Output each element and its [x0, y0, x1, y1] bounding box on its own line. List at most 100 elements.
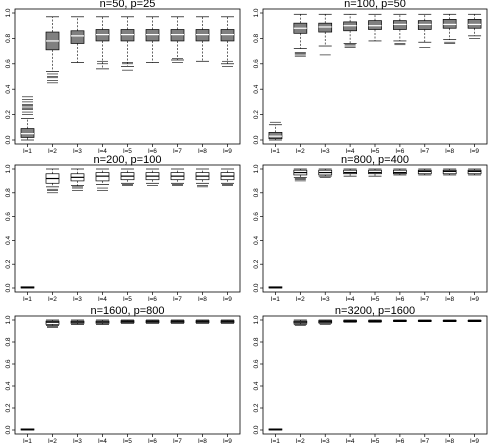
x-tick-label: l=9: [470, 296, 479, 303]
box-l=8: [195, 319, 210, 324]
box-l=8: [195, 168, 210, 188]
box-l=9: [220, 319, 235, 324]
x-tick-label: l=7: [420, 148, 429, 155]
chart-panel-4: n=800, p=400 0.0 0.2 0.4 0.6 0.8 1.0 l=1 l=2 l=3 l…: [253, 154, 488, 303]
x-tick-label: l=3: [73, 438, 82, 443]
x-tick-label: l=9: [470, 438, 479, 443]
box-l=7: [170, 16, 185, 63]
x-tick-label: l=7: [173, 148, 182, 155]
box-l=3: [318, 13, 333, 56]
box-l=2: [293, 168, 308, 182]
box-body: [343, 21, 357, 32]
box-l=5: [368, 13, 382, 42]
x-tick-label: l=4: [98, 296, 107, 303]
box-l=3: [318, 168, 333, 178]
plot-frame: [14, 315, 241, 435]
y-tick-label: 0.6: [253, 212, 260, 221]
y-tick-label: 0.0: [5, 135, 12, 144]
x-tick-label: l=1: [271, 438, 280, 443]
box-l=7: [417, 168, 432, 176]
box-l=7: [417, 13, 432, 48]
box-body: [318, 22, 333, 33]
box-l=4: [95, 319, 110, 325]
box-l=3: [70, 168, 85, 191]
y-tick-label: 0.6: [253, 59, 260, 68]
box-l=7: [170, 168, 185, 186]
box-l=8: [442, 168, 457, 176]
x-tick-label: l=2: [296, 296, 305, 303]
y-tick-label: 0.2: [253, 110, 260, 119]
x-tick-label: l=9: [223, 438, 232, 443]
y-tick-label: 0.8: [5, 34, 12, 43]
y-tick-label: 0.4: [253, 84, 260, 93]
x-tick-label: l=5: [123, 148, 132, 155]
box-l=9: [220, 168, 235, 186]
x-tick-label: l=1: [271, 296, 280, 303]
x-tick-label: l=4: [346, 296, 355, 303]
y-tick-label: 0.8: [5, 337, 12, 346]
box-body: [95, 29, 110, 42]
panel-title: n=50, p=25: [100, 0, 156, 10]
y-tick-label: 0.2: [253, 259, 260, 268]
box-l=6: [393, 13, 407, 46]
x-tick-label: l=3: [321, 438, 330, 443]
panel-title: n=200, p=100: [94, 154, 162, 166]
box-l=4: [343, 13, 357, 48]
y-tick-label: 0.8: [253, 337, 260, 346]
y-tick-label: 0.0: [253, 135, 260, 144]
box-l=4: [95, 168, 110, 191]
x-tick-label: l=3: [73, 148, 82, 155]
box-l=2: [293, 13, 308, 57]
x-tick-label: l=2: [48, 438, 57, 443]
x-tick-label: l=7: [173, 296, 182, 303]
panel-title: n=1600, p=800: [90, 305, 164, 317]
panel-title: n=800, p=400: [341, 154, 409, 166]
chart-panel-1: n=50, p=25 0.0 0.2 0.4 0.6 0.8 1.0 l=1 l=2 l=3 l=4…: [5, 0, 241, 155]
box-l=2: [45, 16, 60, 84]
x-tick-label: l=1: [23, 296, 32, 303]
box-l=5: [120, 16, 135, 71]
box-l=6: [145, 319, 160, 324]
box-l=1: [20, 286, 35, 289]
box-l=5: [368, 319, 382, 323]
y-tick-label: 0.6: [5, 212, 12, 221]
x-tick-label: l=6: [148, 438, 157, 443]
chart-panel-3: n=200, p=100 0.0 0.2 0.4 0.6 0.8 1.0 l=1 l=2 l=3 l…: [5, 154, 241, 303]
y-tick-label: 0.8: [253, 34, 260, 43]
y-tick-label: 0.0: [253, 283, 260, 292]
plot-frame: [14, 164, 241, 293]
x-tick-label: l=7: [420, 296, 429, 303]
plot-frame: [262, 315, 488, 435]
x-tick-label: l=2: [296, 438, 305, 443]
box-l=1: [268, 121, 283, 141]
x-tick-label: l=3: [73, 296, 82, 303]
box-l=3: [70, 319, 85, 325]
x-tick-label: l=9: [223, 148, 232, 155]
plot-frame: [262, 164, 488, 293]
y-tick-label: 0.6: [5, 59, 12, 68]
box-l=3: [70, 16, 85, 63]
y-tick-label: 0.4: [5, 236, 12, 245]
y-tick-label: 0.4: [5, 84, 12, 93]
box-body: [170, 29, 185, 42]
x-tick-label: l=8: [445, 438, 454, 443]
y-tick-label: 1.0: [253, 315, 260, 324]
y-tick-label: 0.8: [253, 188, 260, 197]
x-tick-label: l=7: [173, 438, 182, 443]
box-body: [20, 128, 35, 138]
x-tick-label: l=8: [445, 296, 454, 303]
x-tick-label: l=6: [395, 148, 404, 155]
x-tick-label: l=1: [271, 148, 280, 155]
x-tick-label: l=6: [148, 148, 157, 155]
box-l=5: [120, 168, 135, 186]
y-tick-label: 0.2: [253, 403, 260, 412]
box-l=3: [318, 319, 333, 325]
y-tick-label: 1.0: [5, 164, 12, 173]
box-body: [442, 19, 457, 29]
y-tick-label: 0.0: [5, 283, 12, 292]
chart-panel-6: n=3200, p=1600 0.0 0.2 0.4 0.6 0.8 1.0 l=1 l=2 l=…: [253, 305, 488, 443]
x-tick-label: l=6: [395, 296, 404, 303]
y-tick-label: 0.4: [5, 381, 12, 390]
x-tick-label: l=6: [395, 438, 404, 443]
x-tick-label: l=1: [23, 148, 32, 155]
